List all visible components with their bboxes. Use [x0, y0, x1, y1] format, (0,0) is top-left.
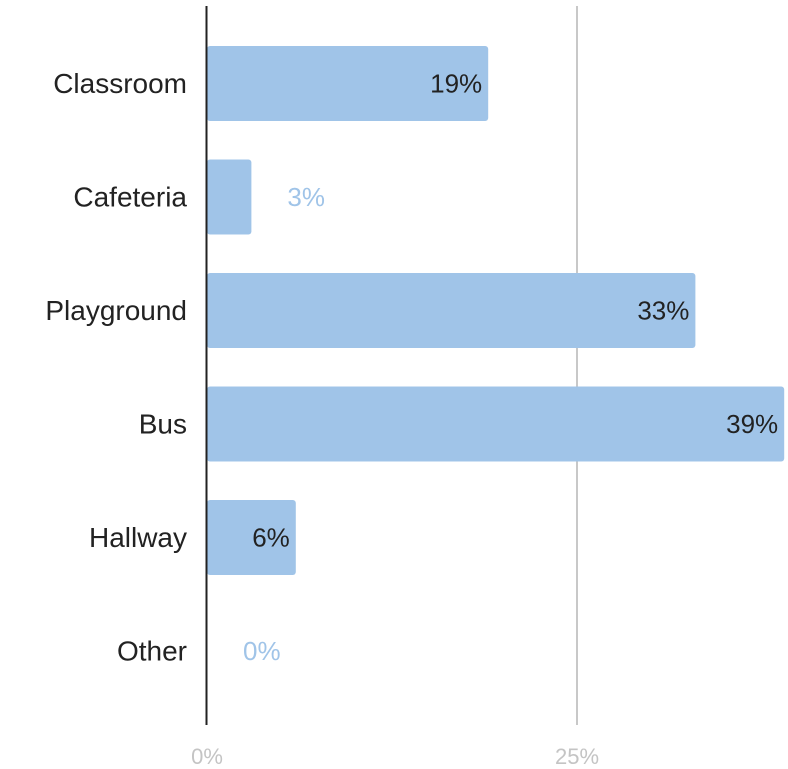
data-label: 39% [726, 409, 778, 439]
bar-bus [207, 386, 785, 462]
bar-cafeteria [207, 159, 252, 235]
data-label: 3% [287, 182, 325, 212]
category-label: Classroom [53, 68, 187, 99]
bar-hallway [207, 500, 296, 575]
category-label: Other [117, 636, 187, 667]
data-label: 0% [243, 636, 281, 666]
category-label: Bus [139, 409, 187, 440]
x-tick-labels: 0% 25% [191, 744, 599, 769]
category-label: Hallway [89, 522, 187, 553]
data-label: 6% [252, 523, 290, 553]
data-label: 33% [637, 296, 689, 326]
category-label: Cafeteria [73, 182, 187, 213]
category-labels: Classroom Cafeteria Playground Bus Hallway Ot… [45, 68, 187, 667]
data-label: 19% [430, 69, 482, 99]
bar-classroom [207, 46, 489, 121]
x-tick-label: 25% [555, 744, 599, 769]
category-label: Playground [45, 295, 187, 326]
bar-playground [207, 273, 696, 348]
data-labels: 19% 3% 33% 39% 6% 0% [243, 69, 778, 667]
x-tick-label: 0% [191, 744, 223, 769]
bars [207, 46, 785, 575]
